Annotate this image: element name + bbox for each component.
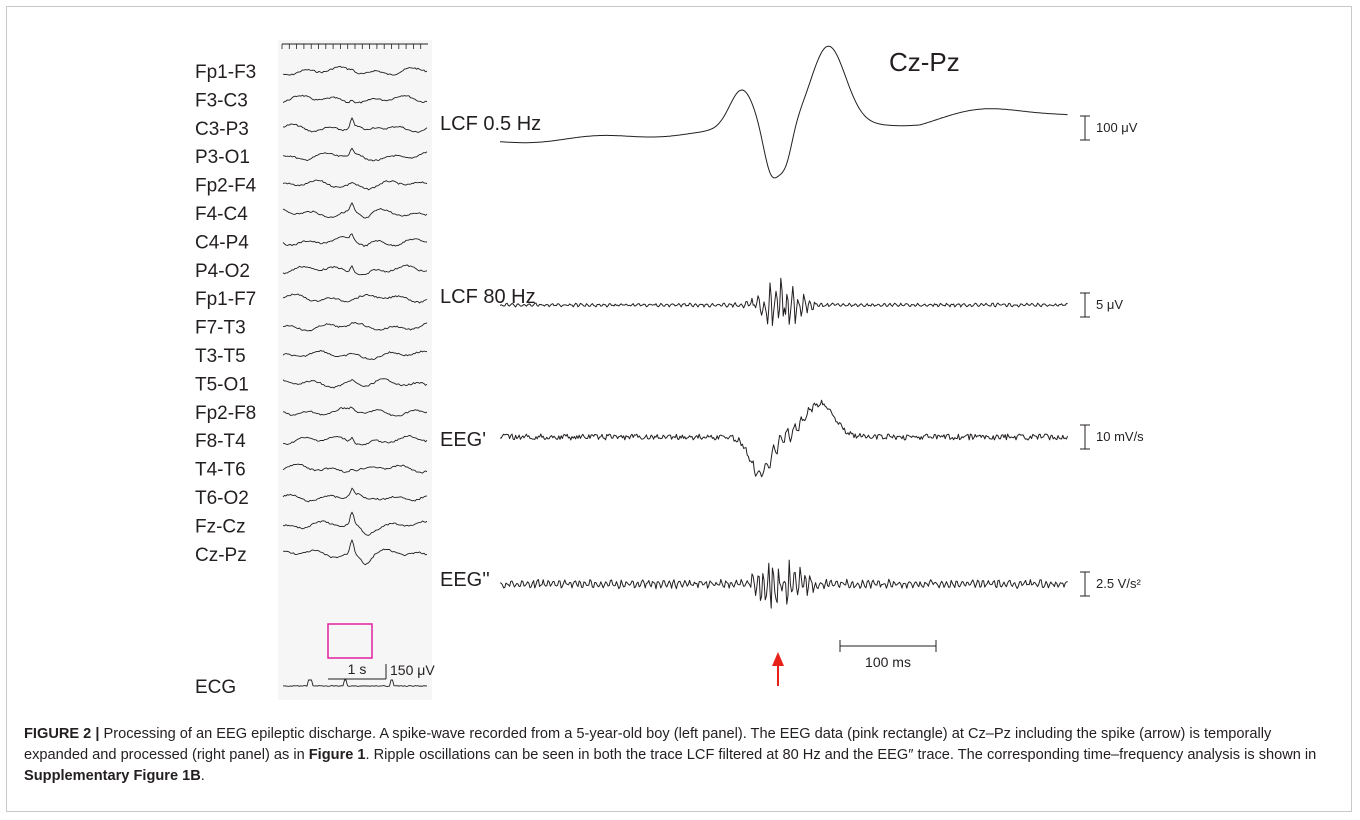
channel-fz-cz: Fz-Cz bbox=[195, 511, 428, 537]
trace-label: LCF 80 Hz bbox=[440, 286, 536, 308]
trace-label: LCF 0.5 Hz bbox=[440, 113, 541, 135]
channel-fp1-f3: Fp1-F3 bbox=[195, 62, 428, 83]
channel-trace bbox=[283, 147, 428, 162]
trace-path bbox=[499, 559, 1068, 609]
trace-path bbox=[499, 277, 1068, 326]
channel-f7-t3: F7-T3 bbox=[195, 318, 428, 339]
channel-label: F7-T3 bbox=[195, 318, 246, 339]
amplitude-scale-label: 100 μV bbox=[1096, 120, 1138, 135]
channel-label: Fp2-F4 bbox=[195, 176, 257, 197]
caption-text-1: Processing of an EEG epileptic discharge… bbox=[24, 726, 1272, 763]
channel-trace bbox=[282, 293, 428, 304]
amplitude-scale-label: 5 μV bbox=[1096, 297, 1123, 312]
channel-trace bbox=[282, 233, 428, 247]
figure-frame bbox=[6, 6, 1352, 812]
channel-p3-o1: P3-O1 bbox=[195, 147, 428, 168]
time-ruler bbox=[281, 43, 428, 49]
channel-label: Fz-Cz bbox=[195, 516, 246, 537]
trace-path bbox=[499, 45, 1068, 179]
channel-list: Fp1-F3 F3-C3 C3-P3 P3-O1 Fp2-F4 F4-C4 C4-P4 P4-… bbox=[195, 62, 428, 698]
channel-label: F4-C4 bbox=[195, 204, 248, 225]
channel-trace bbox=[283, 679, 428, 687]
eeg-figure: Fp1-F3 F3-C3 C3-P3 P3-O1 Fp2-F4 F4-C4 C4-P4 P4-… bbox=[195, 40, 1145, 700]
channel-fp2-f4: Fp2-F4 bbox=[195, 176, 428, 197]
trace-label: EEG'' bbox=[440, 569, 490, 591]
channel-trace bbox=[282, 463, 428, 474]
channel-trace bbox=[282, 487, 428, 503]
processed-traces: LCF 0.5 Hz 100 μV LCF 80 Hz 5 μV EEG' 10 mV/s… bbox=[440, 45, 1144, 609]
right-time-scale-bar: 100 ms bbox=[839, 640, 937, 670]
channel-label: Fp1-F7 bbox=[195, 289, 256, 310]
channel-t3-t5: T3-T5 bbox=[195, 346, 428, 367]
left-panel-background bbox=[278, 40, 432, 700]
channel-t4-t6: T4-T6 bbox=[195, 460, 428, 481]
channel-label: Cz-Pz bbox=[195, 545, 247, 566]
channel-trace bbox=[282, 378, 428, 389]
channel-p4-o2: P4-O2 bbox=[195, 261, 428, 282]
highlight-rectangle bbox=[327, 623, 373, 659]
trace-1: LCF 0.5 Hz 100 μV bbox=[440, 45, 1138, 179]
trace-2: LCF 80 Hz 5 μV bbox=[440, 277, 1123, 326]
caption-text-2: . Ripple oscillations can be seen in bot… bbox=[365, 747, 1317, 763]
channel-trace bbox=[282, 179, 428, 191]
caption-figure-ref[interactable]: Figure 1 bbox=[308, 747, 366, 763]
trace-3: EEG' 10 mV/s bbox=[440, 399, 1144, 478]
channel-label: T4-T6 bbox=[195, 460, 246, 481]
channel-ecg: ECG bbox=[195, 677, 428, 698]
channel-label: F3-C3 bbox=[195, 90, 248, 111]
channel-trace bbox=[282, 321, 428, 332]
channel-trace bbox=[283, 435, 428, 446]
left-scale-bar: 1 s 150 μV bbox=[328, 661, 435, 680]
caption-label: FIGURE 2 | bbox=[24, 726, 100, 742]
channel-t6-o2: T6-O2 bbox=[195, 487, 428, 509]
channel-trace bbox=[282, 94, 428, 104]
left-time-scale-label: 1 s bbox=[348, 661, 367, 677]
channel-label: C4-P4 bbox=[195, 232, 249, 253]
channel-trace bbox=[282, 202, 428, 219]
left-amplitude-scale-label: 150 μV bbox=[390, 662, 435, 678]
figure-caption: FIGURE 2 | Processing of an EEG epilepti… bbox=[24, 724, 1336, 787]
amplitude-scale-label: 2.5 V/s² bbox=[1096, 576, 1141, 591]
channel-label: T5-O1 bbox=[195, 374, 249, 395]
channel-f8-t4: F8-T4 bbox=[195, 431, 428, 452]
channel-c3-p3: C3-P3 bbox=[195, 117, 428, 140]
channel-trace bbox=[282, 349, 428, 360]
channel-label: F8-T4 bbox=[195, 431, 246, 452]
channel-trace bbox=[282, 264, 428, 276]
channel-fp1-f7: Fp1-F7 bbox=[195, 289, 428, 310]
channel-cz-pz: Cz-Pz bbox=[195, 539, 428, 566]
channel-f4-c4: F4-C4 bbox=[195, 202, 428, 225]
caption-supplementary-ref[interactable]: Supplementary Figure 1B bbox=[24, 768, 201, 784]
caption-text-3: . bbox=[200, 768, 205, 784]
trace-path bbox=[499, 399, 1069, 478]
channel-label: Fp2-F8 bbox=[195, 403, 256, 424]
channel-label: P4-O2 bbox=[195, 261, 250, 282]
channel-label: Fp1-F3 bbox=[195, 62, 256, 83]
trace-label: EEG' bbox=[440, 429, 486, 451]
channel-fp2-f8: Fp2-F8 bbox=[195, 403, 428, 424]
channel-trace bbox=[282, 117, 428, 133]
channel-label: ECG bbox=[195, 677, 236, 698]
channel-f3-c3: F3-C3 bbox=[195, 90, 428, 111]
trace-4: EEG'' 2.5 V/s² bbox=[440, 559, 1141, 609]
channel-t5-o1: T5-O1 bbox=[195, 374, 428, 395]
channel-trace bbox=[282, 65, 428, 76]
channel-trace bbox=[282, 511, 428, 536]
channel-trace bbox=[282, 406, 428, 417]
channel-label: P3-O1 bbox=[195, 147, 250, 168]
channel-label: T6-O2 bbox=[195, 488, 249, 509]
channel-c4-p4: C4-P4 bbox=[195, 232, 428, 253]
channel-label: C3-P3 bbox=[195, 119, 249, 140]
channel-label: T3-T5 bbox=[195, 346, 246, 367]
time-scale-label: 100 ms bbox=[865, 654, 911, 670]
right-panel-title: Cz-Pz bbox=[889, 47, 960, 77]
spike-arrow bbox=[772, 652, 784, 686]
amplitude-scale-label: 10 mV/s bbox=[1096, 429, 1144, 444]
channel-trace bbox=[282, 539, 428, 566]
